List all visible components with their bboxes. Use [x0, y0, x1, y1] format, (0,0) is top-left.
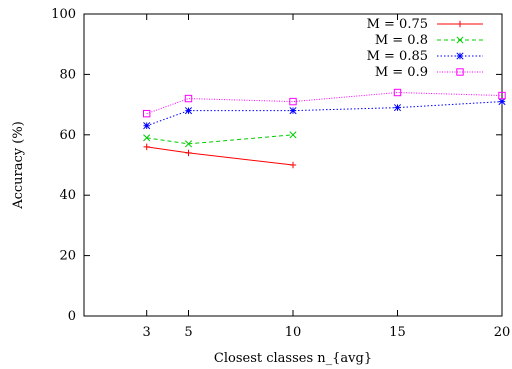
legend-marker	[456, 68, 464, 76]
series-2	[143, 131, 297, 148]
data-point	[143, 143, 150, 151]
data-point	[143, 109, 151, 118]
series-1	[143, 143, 297, 169]
x-tick-label: 15	[389, 325, 406, 340]
y-tick-label: 0	[68, 309, 76, 324]
y-axis-label: Accuracy (%)	[11, 121, 26, 210]
data-point	[289, 161, 297, 169]
legend-marker	[456, 52, 464, 60]
legend-label: M = 0.85	[367, 49, 428, 64]
series-3	[143, 98, 506, 130]
legend-label: M = 0.75	[367, 17, 428, 32]
x-axis-label: Closest classes n_{avg}	[214, 351, 372, 366]
x-tick-label: 10	[285, 325, 302, 340]
series-group	[143, 88, 506, 169]
y-tick-label: 40	[59, 188, 76, 203]
series-4	[143, 88, 506, 118]
series-line	[146, 146, 294, 166]
data-point	[498, 98, 506, 106]
y-tick-label: 100	[51, 7, 76, 22]
y-tick-label: 20	[59, 249, 76, 264]
data-point	[184, 140, 193, 148]
data-point	[184, 94, 193, 103]
data-point	[184, 107, 193, 115]
series-line	[146, 92, 503, 115]
x-tick-label: 3	[143, 325, 151, 340]
data-point	[393, 88, 402, 97]
data-point	[143, 134, 151, 142]
data-point	[498, 91, 506, 100]
x-tick-label: 20	[494, 325, 511, 340]
series-line	[146, 134, 294, 145]
data-point	[289, 107, 297, 115]
data-point	[289, 97, 297, 106]
axis-ticks: 0 20 40 60 80 100 3 5 10 15 20	[51, 7, 510, 340]
legend: M = 0.75M = 0.8M = 0.85M = 0.9	[367, 17, 483, 80]
y-tick-label: 80	[59, 67, 76, 82]
series-line	[146, 101, 503, 127]
legend-label: M = 0.8	[375, 33, 428, 48]
data-point	[185, 149, 192, 157]
data-point	[393, 104, 402, 112]
legend-label: M = 0.9	[375, 65, 428, 80]
x-tick-label: 5	[184, 325, 192, 340]
data-point	[143, 122, 151, 130]
legend-marker	[456, 20, 464, 28]
legend-marker	[456, 36, 464, 44]
data-point	[289, 131, 297, 139]
y-tick-label: 60	[59, 128, 76, 143]
